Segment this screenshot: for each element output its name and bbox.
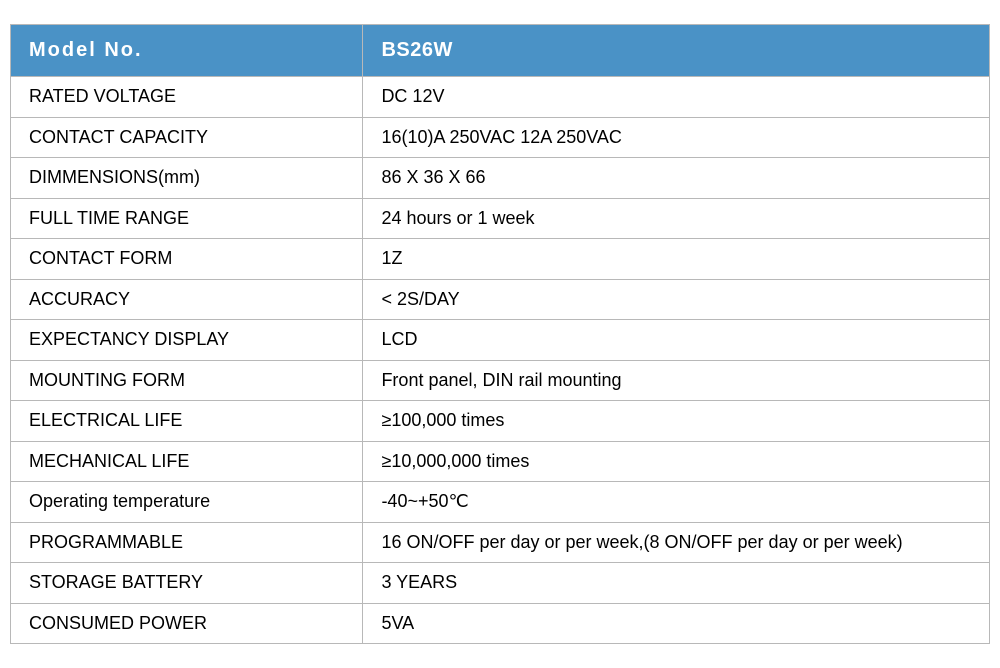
spec-label: CONSUMED POWER — [11, 603, 363, 644]
table-row: CONTACT CAPACITY 16(10)A 250VAC 12A 250V… — [11, 117, 990, 158]
table-row: CONTACT FORM 1Z — [11, 239, 990, 280]
spec-value: ≥100,000 times — [363, 401, 990, 442]
spec-label: Operating temperature — [11, 482, 363, 523]
spec-value: -40~+50℃ — [363, 482, 990, 523]
table-row: Operating temperature -40~+50℃ — [11, 482, 990, 523]
table-row: CONSUMED POWER 5VA — [11, 603, 990, 644]
spec-label: CONTACT FORM — [11, 239, 363, 280]
spec-value: Front panel, DIN rail mounting — [363, 360, 990, 401]
table-row: FULL TIME RANGE 24 hours or 1 week — [11, 198, 990, 239]
spec-label: CONTACT CAPACITY — [11, 117, 363, 158]
table-row: EXPECTANCY DISPLAY LCD — [11, 320, 990, 361]
table-row: STORAGE BATTERY 3 YEARS — [11, 563, 990, 604]
spec-value: < 2S/DAY — [363, 279, 990, 320]
spec-value: DC 12V — [363, 77, 990, 118]
spec-value: 16 ON/OFF per day or per week,(8 ON/OFF … — [363, 522, 990, 563]
spec-value: 16(10)A 250VAC 12A 250VAC — [363, 117, 990, 158]
header-model-no: Model No. — [11, 25, 363, 77]
spec-value: 3 YEARS — [363, 563, 990, 604]
table-row: ELECTRICAL LIFE ≥100,000 times — [11, 401, 990, 442]
spec-value: ≥10,000,000 times — [363, 441, 990, 482]
table-header-row: Model No. BS26W — [11, 25, 990, 77]
header-model-value: BS26W — [363, 25, 990, 77]
table-row: ACCURACY < 2S/DAY — [11, 279, 990, 320]
spec-value: 24 hours or 1 week — [363, 198, 990, 239]
table-row: PROGRAMMABLE 16 ON/OFF per day or per we… — [11, 522, 990, 563]
spec-label: MECHANICAL LIFE — [11, 441, 363, 482]
spec-label: FULL TIME RANGE — [11, 198, 363, 239]
spec-table: Model No. BS26W RATED VOLTAGE DC 12V CON… — [10, 24, 990, 644]
table-row: DIMMENSIONS(mm) 86 X 36 X 66 — [11, 158, 990, 199]
spec-label: EXPECTANCY DISPLAY — [11, 320, 363, 361]
spec-label: DIMMENSIONS(mm) — [11, 158, 363, 199]
table-row: MOUNTING FORM Front panel, DIN rail moun… — [11, 360, 990, 401]
spec-label: PROGRAMMABLE — [11, 522, 363, 563]
table-row: MECHANICAL LIFE ≥10,000,000 times — [11, 441, 990, 482]
spec-value: 86 X 36 X 66 — [363, 158, 990, 199]
spec-label: RATED VOLTAGE — [11, 77, 363, 118]
table-row: RATED VOLTAGE DC 12V — [11, 77, 990, 118]
spec-value: LCD — [363, 320, 990, 361]
spec-label: STORAGE BATTERY — [11, 563, 363, 604]
spec-label: ELECTRICAL LIFE — [11, 401, 363, 442]
spec-value: 5VA — [363, 603, 990, 644]
spec-label: ACCURACY — [11, 279, 363, 320]
spec-label: MOUNTING FORM — [11, 360, 363, 401]
spec-value: 1Z — [363, 239, 990, 280]
